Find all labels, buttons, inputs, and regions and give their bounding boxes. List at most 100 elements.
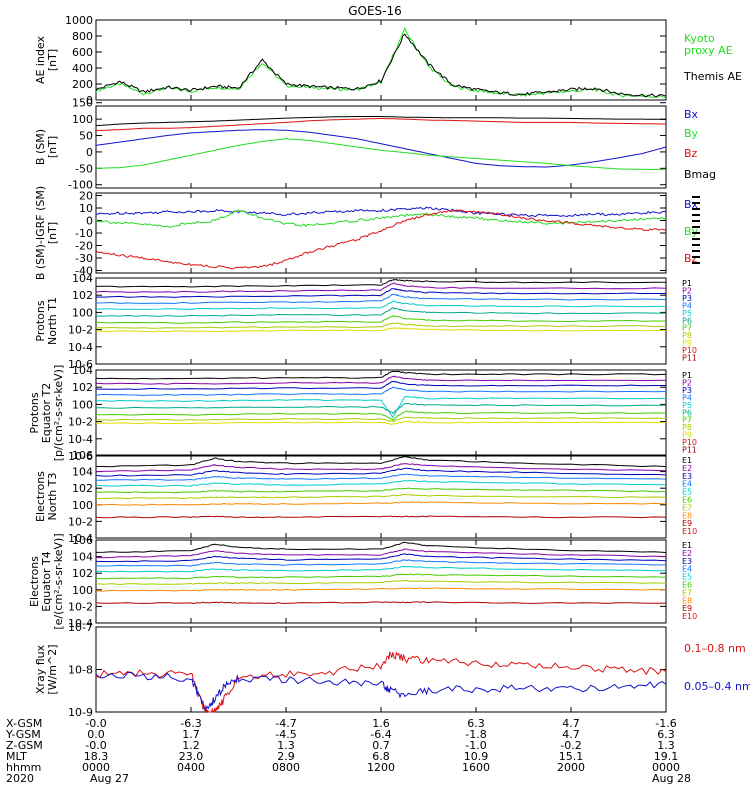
y-tick-label-bigrf: 10 [79, 202, 93, 215]
ephemeris-value: 19.1 [654, 750, 679, 763]
y-tick-label-pnorth: 100 [72, 306, 93, 319]
series-line-bigrf-Bx [95, 206, 667, 218]
ephemeris-value: -1.0 [465, 739, 486, 752]
series-line-pequator-P1 [95, 370, 667, 380]
legend-entry-pnorth: P3 [682, 294, 692, 303]
legend-entry-pequator: P2 [682, 378, 692, 387]
y-tick-label-pnorth: 10-4 [68, 341, 93, 354]
series-line-eequator-E7 [95, 579, 667, 586]
series-line-pnorth-P1 [95, 279, 666, 288]
y-tick-label-enorth: 102 [72, 482, 93, 495]
y-axis-label-eequator: Electrons [28, 556, 41, 607]
y-tick-label-pnorth: 102 [72, 289, 93, 302]
ephemeris-value: -1.6 [655, 717, 676, 730]
ephemeris-value: Aug 28 [652, 772, 691, 785]
ephemeris-row-label: X-GSM [6, 717, 42, 730]
y-tick-label-ae: 1000 [65, 14, 93, 27]
legend-entry-eequator: E7 [682, 588, 692, 597]
ephemeris-value: -4.7 [275, 717, 296, 730]
series-line-enorth-E1 [96, 455, 667, 468]
series-line-pnorth-P2 [95, 282, 667, 293]
legend-entry-enorth: E7 [682, 503, 692, 512]
ephemeris-value: 6.3 [657, 728, 675, 741]
legend-entry-bigrf: By [684, 225, 699, 238]
y-tick-label-pnorth: 104 [72, 272, 93, 285]
legend-entry-eequator: E6 [682, 581, 692, 590]
ephemeris-value: 18.3 [84, 750, 109, 763]
legend-entry-ae: Kyoto [684, 32, 715, 45]
y-tick-label-enorth: 100 [72, 499, 93, 512]
y-tick-label-pequator: 10-6 [68, 450, 93, 463]
y-axis-label-eequator: [e/(cm²-s-sr-keV)] [52, 533, 65, 629]
ephemeris-value: 1.2 [182, 739, 200, 752]
y-tick-label-ae: 200 [72, 78, 93, 91]
ephemeris-value: 6.3 [467, 717, 485, 730]
ephemeris-value: 0400 [177, 761, 205, 774]
y-tick-label-pequator: 104 [72, 364, 93, 377]
y-tick-label-eequator: 100 [72, 584, 93, 597]
legend-entry-pequator: P1 [682, 371, 692, 380]
y-axis-label-pnorth: North T1 [46, 297, 59, 345]
series-line-xray-0-1-0-8-nm [95, 651, 667, 714]
y-tick-label-eequator: 10-4 [68, 617, 93, 630]
ephemeris-value: 0000 [82, 761, 110, 774]
y-tick-label-ae: 600 [72, 46, 93, 59]
y-axis-label-pequator: Equator T2 [40, 383, 53, 443]
ephemeris-value: 4.7 [562, 717, 580, 730]
legend-entry-bigrf: Bz [684, 252, 698, 265]
y-tick-label-pequator: 102 [72, 381, 93, 394]
series-line-eequator-E4 [95, 559, 667, 567]
ephemeris-value: 2.9 [277, 750, 295, 763]
y-tick-label-enorth: 104 [72, 466, 93, 479]
ephemeris-row-label: hhmm [6, 761, 41, 774]
series-line-pequator-P9 [95, 420, 667, 425]
y-axis-label-enorth: North T3 [46, 473, 59, 521]
ephemeris-value: 1200 [367, 761, 395, 774]
legend-entry-eequator: E10 [682, 612, 697, 621]
y-tick-label-eequator: 10-2 [68, 600, 93, 613]
series-line-eequator-E9 [95, 601, 667, 605]
y-tick-label-bigrf: -30 [75, 252, 93, 265]
legend-entry-enorth: E6 [682, 496, 692, 505]
series-line-pnorth-P7 [95, 315, 666, 324]
ephemeris-value: 6.8 [372, 750, 390, 763]
legend-entry-pnorth: P4 [682, 301, 692, 310]
series-line-pequator-P8 [95, 416, 667, 423]
y-tick-label-eequator: 106 [72, 534, 93, 547]
ephemeris-value: -6.3 [180, 717, 201, 730]
series-line-eequator-E8 [95, 587, 667, 592]
y-tick-label-bigrf: 0 [86, 215, 93, 228]
legend-entry-enorth: E9 [682, 519, 692, 528]
series-line-bsm-Bz [95, 118, 666, 132]
series-line-enorth-E7 [96, 493, 667, 500]
series-line-pnorth-P3 [95, 288, 666, 298]
legend-entry-bsm: Bx [684, 108, 699, 121]
y-axis-label-eequator: Equator T4 [40, 551, 53, 611]
legend-entry-eequator: E4 [682, 565, 692, 574]
y-tick-label-pequator: 100 [72, 398, 93, 411]
y-axis-label-bigrf: [nT] [46, 222, 59, 244]
ephemeris-value: 1.3 [657, 739, 675, 752]
legend-entry-bsm: Bmag [684, 168, 716, 181]
y-tick-label-pnorth: 10-2 [68, 324, 93, 337]
series-line-pequator-P7 [95, 410, 667, 421]
series-line-enorth-E4 [96, 473, 667, 481]
legend-entry-pnorth: P7 [682, 324, 692, 333]
y-axis-label-enorth: Electrons [34, 471, 47, 522]
y-tick-label-bsm: -100 [68, 179, 93, 192]
y-axis-label-bsm: [nT] [46, 136, 59, 158]
series-line-bsm-By [96, 138, 666, 171]
y-tick-label-bsm: 100 [72, 113, 93, 126]
series-line-enorth-E6 [95, 487, 667, 494]
panel-frame-eequator [95, 539, 667, 624]
ephemeris-row-label: 2020 [6, 772, 34, 785]
ephemeris-value: Aug 27 [90, 772, 129, 785]
legend-entry-eequator: E1 [682, 541, 692, 550]
y-tick-label-xray: 10-7 [68, 621, 93, 634]
y-axis-label-bigrf: B (SM)-IGRF (SM) [34, 186, 47, 280]
series-line-pequator-P4 [95, 386, 667, 397]
y-tick-label-pequator: 10-2 [68, 416, 93, 429]
y-tick-label-xray: 10-8 [68, 664, 93, 677]
